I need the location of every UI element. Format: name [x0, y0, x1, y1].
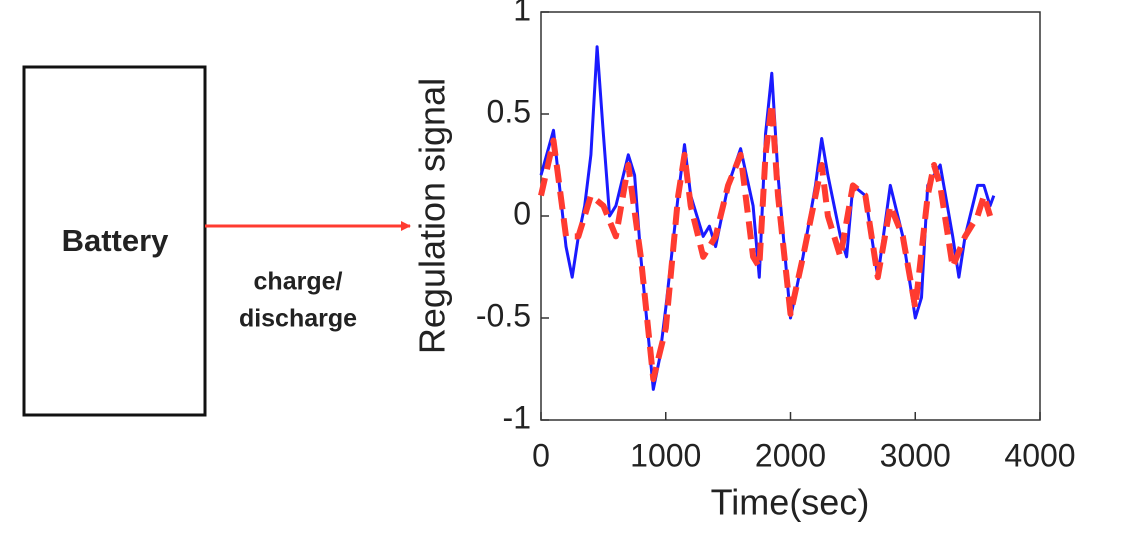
y-tick-label: -1 — [503, 399, 531, 435]
x-tick-label: 0 — [532, 437, 550, 473]
x-tick-label: 3000 — [880, 437, 951, 473]
x-axis-label: Time(sec) — [711, 482, 870, 523]
arrow-label: discharge — [239, 305, 357, 333]
y-axis-label: Regulation signal — [412, 78, 453, 354]
y-tick-label: 0 — [513, 195, 531, 231]
arrow-label: charge/ — [254, 268, 343, 296]
y-tick-label: -0.5 — [476, 297, 531, 333]
y-tick-label: 0.5 — [487, 93, 531, 129]
plot-frame — [540, 11, 1041, 421]
battery-box — [22, 65, 207, 417]
y-tick-label: 1 — [513, 0, 531, 27]
x-tick-label: 1000 — [630, 437, 701, 473]
x-tick-label: 4000 — [1004, 437, 1075, 473]
x-tick-label: 2000 — [755, 437, 826, 473]
series-line — [538, 100, 993, 383]
battery-label: Battery — [62, 223, 170, 258]
